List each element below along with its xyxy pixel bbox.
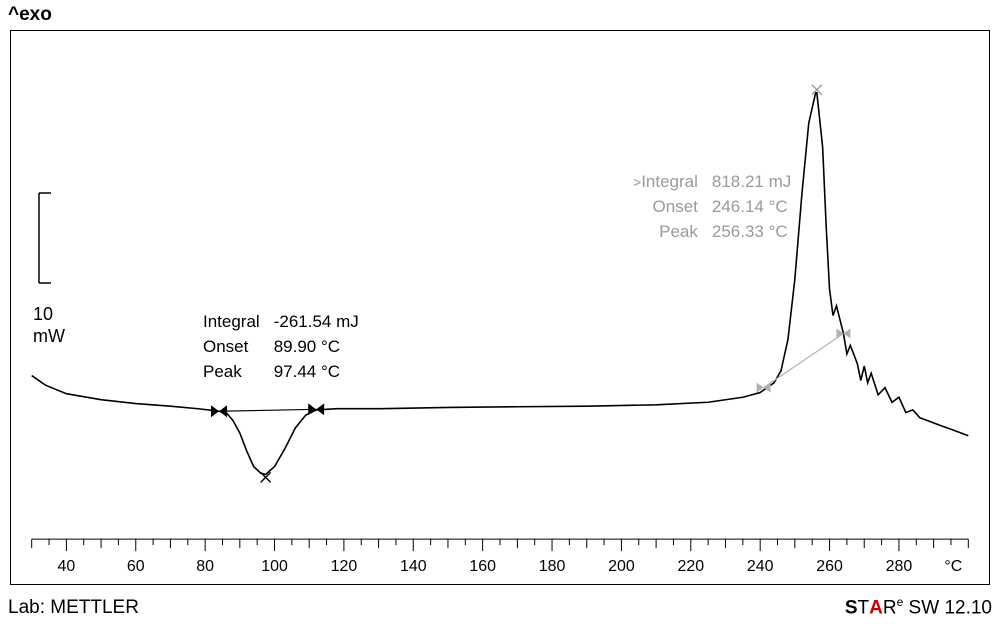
chart-frame: 40 60 80 100 120 140 160 180 200 220 240 260 280 °C 1… [10,30,990,585]
svg-text:160: 160 [469,558,496,575]
yscale-value: 10 [33,304,53,324]
svg-text:°C: °C [944,558,962,575]
peak2-integral-value: 818.21 mJ [712,171,791,194]
svg-text:180: 180 [539,558,566,575]
peak1-onset-label: Onset [203,336,272,359]
peak2-integral-label: Integral [641,172,698,191]
yscale-indicator: 10 mW [31,191,65,347]
svg-text:120: 120 [331,558,358,575]
software-r: R [883,597,897,618]
svg-text:260: 260 [816,558,843,575]
software-suffix: SW 12.10 [903,597,992,618]
svg-text:40: 40 [58,558,76,575]
peak2-annotation: >Integral 818.21 mJ Onset 246.14 °C Peak… [631,169,793,246]
peak2-marker-icon: > [633,174,641,190]
peak2-peak-label: Peak [633,221,710,244]
lab-label: Lab: METTLER [8,597,139,619]
software-a-red: A [869,597,883,618]
peak2-peak-value: 256.33 °C [712,221,791,244]
peak1-onset-value: 89.90 °C [274,336,359,359]
software-t: T [858,597,870,618]
svg-text:200: 200 [608,558,635,575]
peak1-peak-label: Peak [203,361,272,384]
svg-text:220: 220 [677,558,704,575]
exo-indicator: ^exo [8,4,52,26]
svg-text:240: 240 [747,558,774,575]
svg-text:60: 60 [127,558,145,575]
yscale-bracket-icon [31,191,61,285]
peak2-onset-label: Onset [633,196,710,219]
peak1-integral-value: -261.54 mJ [274,311,359,334]
yscale-unit: mW [33,326,65,346]
peak2-onset-value: 246.14 °C [712,196,791,219]
svg-text:80: 80 [196,558,214,575]
peak1-peak-value: 97.44 °C [274,361,359,384]
svg-text:280: 280 [886,558,913,575]
svg-text:140: 140 [400,558,427,575]
peak1-annotation: Integral -261.54 mJ Onset 89.90 °C Peak … [201,309,361,386]
dsc-curve-plot: 40 60 80 100 120 140 160 180 200 220 240 260 280 °C [11,31,989,584]
svg-text:100: 100 [261,558,288,575]
software-version: STARe SW 12.10 [845,595,992,619]
peak1-integral-label: Integral [203,311,272,334]
